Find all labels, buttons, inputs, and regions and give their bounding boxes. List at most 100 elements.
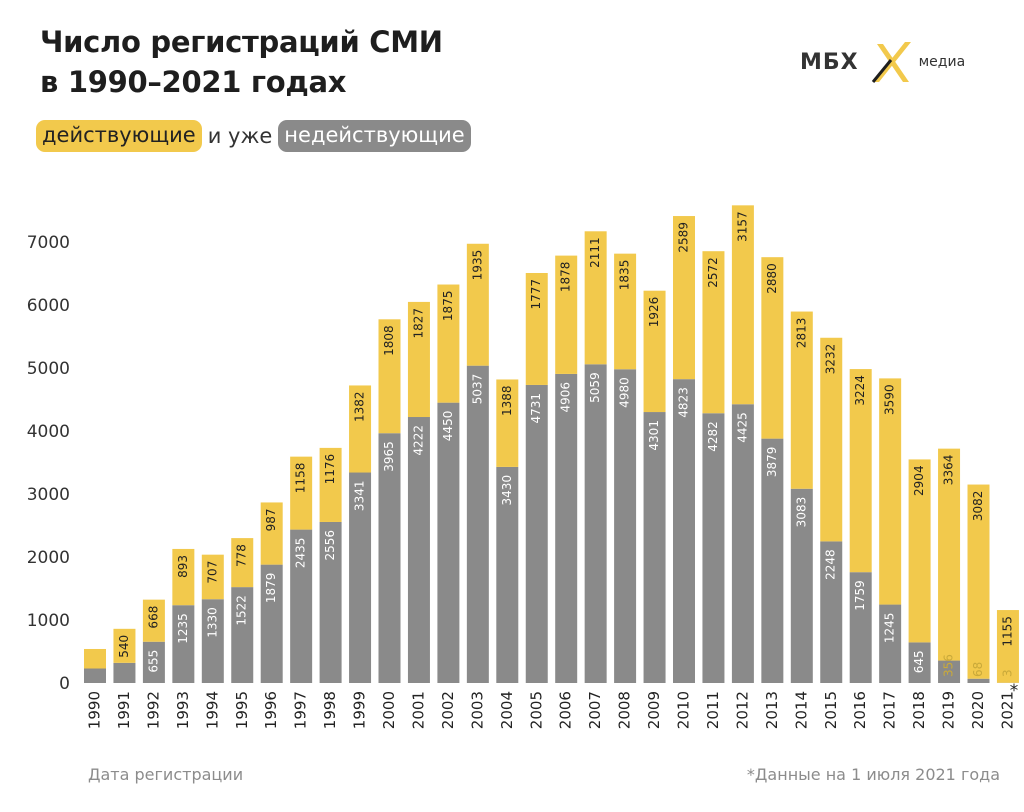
bar-inactive xyxy=(201,599,224,683)
x-tick-label: 2021 xyxy=(998,691,1016,729)
bar-active xyxy=(260,502,283,565)
bar-label-inactive: 1759 xyxy=(853,580,867,611)
bar-active xyxy=(525,272,548,385)
x-tick-label: 1995 xyxy=(233,691,251,729)
bar-active xyxy=(761,257,784,439)
bar-label-inactive: 1235 xyxy=(176,613,190,644)
bar-active xyxy=(555,255,578,374)
bar-label-inactive: 3965 xyxy=(382,441,396,472)
bar-inactive xyxy=(142,641,165,683)
bar-active xyxy=(378,319,401,434)
x-tick-label: 2008 xyxy=(616,691,634,729)
y-tick-label: 5000 xyxy=(27,359,70,379)
bar-inactive xyxy=(319,521,342,683)
bar-active xyxy=(702,251,725,414)
y-tick-label: 7000 xyxy=(27,233,70,253)
bar-label-active: 2880 xyxy=(765,263,779,294)
bar-inactive xyxy=(849,572,872,683)
x-tick-label: 1994 xyxy=(203,691,221,729)
x-tick-label: 1990 xyxy=(86,691,104,729)
bar-active xyxy=(231,538,254,588)
bar-active xyxy=(496,379,519,467)
bar-inactive xyxy=(673,379,695,683)
legend-active: действующие xyxy=(36,120,202,152)
bar-label-active: 3224 xyxy=(853,375,867,406)
bar-label-active: 3157 xyxy=(735,211,749,242)
bar-inactive xyxy=(820,541,843,683)
bar-label-active: 1875 xyxy=(441,291,455,322)
bar-inactive xyxy=(584,364,607,683)
bar-label-active: 1382 xyxy=(353,391,367,422)
bar-label-inactive: 356 xyxy=(942,654,956,677)
y-tick-label: 4000 xyxy=(27,422,70,442)
bar-label-active: 540 xyxy=(117,635,131,658)
legend: действующие и уже недействующие xyxy=(36,120,471,152)
bar-label-inactive: 4425 xyxy=(735,412,749,443)
x-tick-label: 2005 xyxy=(527,691,545,729)
bar-label-active: 1935 xyxy=(470,250,484,281)
x-tick-label: 2007 xyxy=(586,691,604,729)
x-tick-label: 2009 xyxy=(645,691,663,729)
bar-active xyxy=(437,284,460,403)
bar-active xyxy=(643,290,666,413)
bar-active xyxy=(113,628,136,663)
x-tick-label: 1999 xyxy=(351,691,369,729)
bar-label-active: 3232 xyxy=(824,344,838,375)
x-tick-label: 1993 xyxy=(174,691,192,729)
chart-title: Число регистраций СМИ в 1990–2021 годах xyxy=(40,22,443,102)
bar-label-inactive: 4301 xyxy=(647,420,661,451)
footnote: *Данные на 1 июля 2021 года xyxy=(746,765,1000,784)
bar-label-inactive: 1330 xyxy=(205,607,219,638)
bar-label-inactive: 68 xyxy=(971,662,985,677)
bar-label-inactive: 3879 xyxy=(765,447,779,478)
bar-label-active: 2904 xyxy=(912,465,926,496)
y-tick-label: 2000 xyxy=(27,548,70,568)
bar-label-active: 1835 xyxy=(618,260,632,291)
bar-label-inactive: 4222 xyxy=(411,425,425,456)
x-tick-label: 2020 xyxy=(969,691,987,729)
bar-active xyxy=(407,301,430,418)
y-tick-label: 6000 xyxy=(27,296,70,316)
bar-inactive xyxy=(466,365,489,683)
logo-text: МБХ xyxy=(800,49,859,75)
bar-inactive xyxy=(437,402,460,683)
bar-active xyxy=(996,610,1019,683)
legend-inactive: недействующие xyxy=(278,120,471,152)
x-tick-label: 2000 xyxy=(380,691,398,729)
bar-inactive xyxy=(761,438,784,683)
bar-inactive xyxy=(702,413,725,683)
bar-label-inactive: 3 xyxy=(1000,669,1014,677)
bar-active xyxy=(466,243,489,366)
bar-label-active: 2589 xyxy=(677,222,691,253)
category-note: * xyxy=(1010,681,1019,701)
bar-label-active: 1808 xyxy=(382,325,396,356)
x-tick-label: 2018 xyxy=(910,691,928,729)
bar-active xyxy=(319,447,342,522)
bar-label-inactive: 3430 xyxy=(500,475,514,506)
bar-label-active: 1388 xyxy=(500,385,514,416)
bar-active xyxy=(290,456,313,530)
bar-inactive xyxy=(407,417,430,683)
bar-active xyxy=(172,548,195,606)
bar-inactive xyxy=(525,384,548,683)
bar-label-active: 1777 xyxy=(529,279,543,310)
bar-label-active: 1176 xyxy=(323,454,337,485)
x-tick-label: 2012 xyxy=(733,691,751,729)
x-tick-label: 1996 xyxy=(262,691,280,729)
bar-active xyxy=(673,216,695,380)
legend-connector: и уже xyxy=(207,124,273,148)
x-axis-title: Дата регистрации xyxy=(88,765,244,784)
x-tick-label: 1998 xyxy=(321,691,339,729)
bar-label-inactive: 655 xyxy=(146,650,160,673)
x-tick-label: 2013 xyxy=(763,691,781,729)
x-tick-label: 2004 xyxy=(498,691,516,729)
bar-inactive xyxy=(967,678,990,683)
x-tick-label: 2011 xyxy=(704,691,722,729)
bar-inactive xyxy=(908,642,931,683)
x-tick-label: 2003 xyxy=(468,691,486,729)
bar-inactive xyxy=(290,529,313,683)
x-tick-label: 1997 xyxy=(292,691,310,729)
bar-label-inactive: 2435 xyxy=(294,538,308,569)
bar-label-inactive: 4731 xyxy=(529,393,543,424)
